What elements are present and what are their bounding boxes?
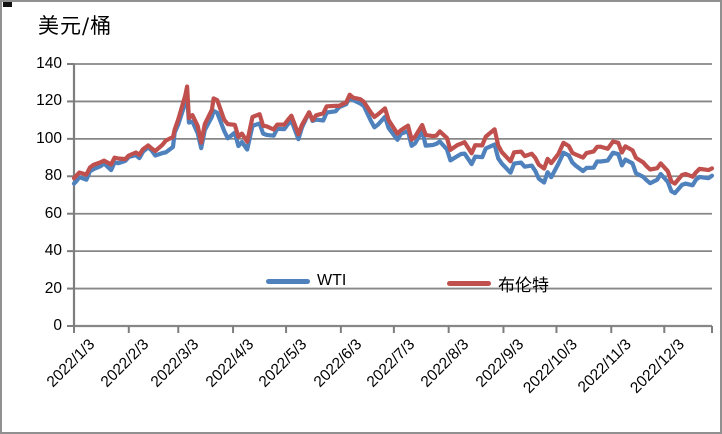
axis-title-unit: 美元/桶 (38, 14, 113, 38)
y-tick-label: 140 (36, 55, 62, 72)
y-tick-label: 80 (44, 167, 62, 185)
y-tick-label: 60 (44, 204, 62, 222)
y-tick-label: 0 (53, 317, 62, 334)
y-tick-label: 40 (44, 242, 62, 260)
brent-line-swatch (447, 281, 491, 286)
legend-label-brent: 布伦特 (498, 276, 549, 296)
y-tick-label: 100 (36, 129, 62, 147)
legend-item-brent: 布伦特 (447, 271, 549, 296)
legend-label-wti: WTI (317, 272, 347, 289)
wti-line-swatch (266, 278, 310, 284)
legend-item-wti: WTI (266, 272, 346, 290)
y-tick-label: 120 (36, 92, 62, 110)
y-tick-label: 20 (44, 279, 62, 297)
corner-artifact (3, 2, 12, 7)
